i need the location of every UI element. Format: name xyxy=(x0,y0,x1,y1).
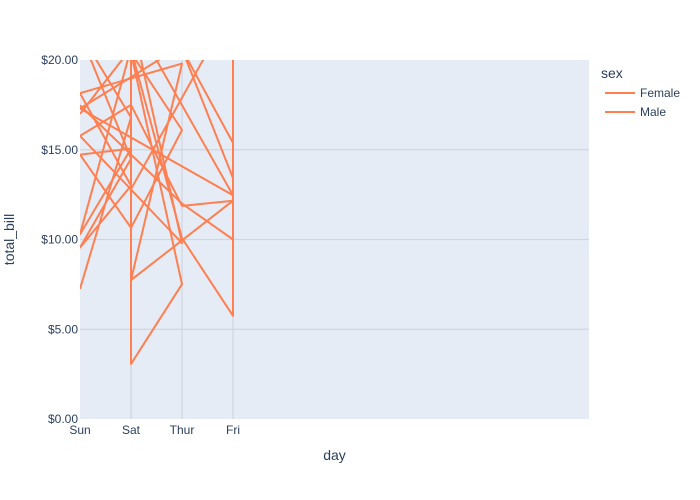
x-tick-label: Thur xyxy=(170,423,195,437)
x-tick-label: Sun xyxy=(69,423,90,437)
legend-label: Male xyxy=(640,105,666,119)
y-axis-tick-labels: $0.00 $5.00 $10.00 $15.00 $20.00 xyxy=(41,53,78,426)
y-tick-label: $15.00 xyxy=(41,143,78,157)
y-axis-title: total_bill xyxy=(1,214,17,265)
x-tick-label: Fri xyxy=(226,423,240,437)
legend-item-male[interactable]: Male xyxy=(605,105,666,119)
legend[interactable]: sex Female Male xyxy=(601,65,680,119)
series-line-male[interactable] xyxy=(80,6,234,290)
series-layer xyxy=(80,6,234,365)
y-gridlines xyxy=(80,149,589,330)
x-axis-title: day xyxy=(323,447,346,463)
legend-title: sex xyxy=(601,65,623,81)
legend-label: Female xyxy=(640,86,680,100)
series-line-female[interactable] xyxy=(80,24,234,365)
y-tick-label: $20.00 xyxy=(41,53,78,67)
y-tick-label: $10.00 xyxy=(41,233,78,247)
x-axis-tick-labels: Sun Sat Thur Fri xyxy=(69,423,240,437)
y-tick-label: $5.00 xyxy=(48,322,78,336)
y-tick-label: $0.00 xyxy=(48,412,78,426)
x-tick-label: Sat xyxy=(122,423,141,437)
legend-item-female[interactable]: Female xyxy=(605,86,680,100)
